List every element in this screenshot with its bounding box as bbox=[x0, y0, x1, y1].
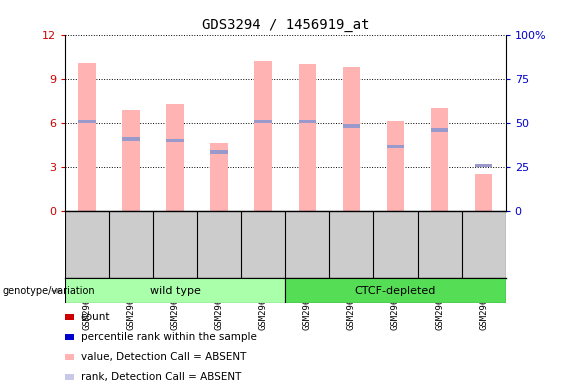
FancyBboxPatch shape bbox=[285, 278, 506, 303]
Text: count: count bbox=[81, 312, 110, 322]
Bar bbox=[298, 64, 316, 211]
Bar bbox=[210, 144, 228, 211]
Bar bbox=[122, 110, 140, 211]
Bar bbox=[475, 164, 493, 167]
Bar bbox=[386, 121, 405, 211]
Text: CTCF-depleted: CTCF-depleted bbox=[355, 286, 436, 296]
Bar bbox=[65, 314, 74, 320]
Bar bbox=[65, 354, 74, 360]
Text: genotype/variation: genotype/variation bbox=[3, 286, 95, 296]
FancyBboxPatch shape bbox=[65, 278, 285, 303]
Bar bbox=[210, 151, 228, 154]
Bar bbox=[386, 145, 405, 148]
Title: GDS3294 / 1456919_at: GDS3294 / 1456919_at bbox=[202, 18, 369, 32]
Bar bbox=[431, 108, 449, 211]
Bar bbox=[78, 119, 96, 123]
Bar bbox=[475, 174, 493, 211]
Bar bbox=[342, 67, 360, 211]
Bar bbox=[65, 374, 74, 380]
Bar bbox=[166, 104, 184, 211]
Bar bbox=[254, 119, 272, 123]
Text: value, Detection Call = ABSENT: value, Detection Call = ABSENT bbox=[81, 352, 246, 362]
Text: rank, Detection Call = ABSENT: rank, Detection Call = ABSENT bbox=[81, 372, 241, 382]
Bar bbox=[65, 334, 74, 340]
Bar bbox=[122, 137, 140, 141]
Bar bbox=[78, 63, 96, 211]
Bar bbox=[431, 128, 449, 132]
Bar bbox=[298, 119, 316, 123]
Bar bbox=[166, 139, 184, 142]
Bar bbox=[342, 124, 360, 127]
Text: wild type: wild type bbox=[150, 286, 201, 296]
Text: percentile rank within the sample: percentile rank within the sample bbox=[81, 332, 257, 342]
Bar bbox=[254, 61, 272, 211]
